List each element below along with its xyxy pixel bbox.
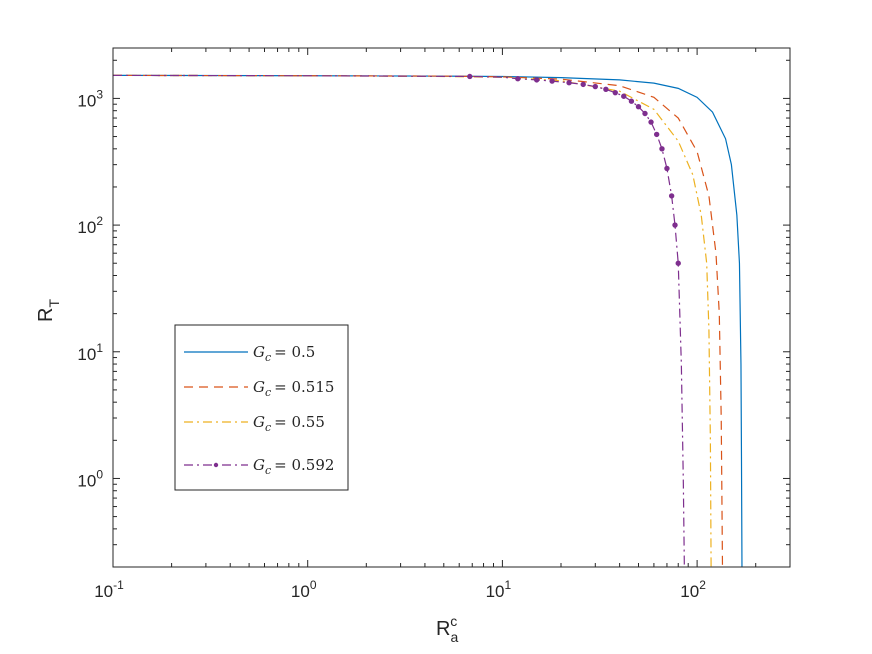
legend-label: Gc = 0.515 xyxy=(253,378,334,399)
y-tick-label: 103 xyxy=(77,87,103,110)
axis-ticks xyxy=(112,48,791,568)
series-point xyxy=(675,260,681,266)
series-point xyxy=(659,146,665,152)
series-point xyxy=(603,86,609,93)
x-tick-label: 100 xyxy=(291,578,317,601)
series-line xyxy=(113,74,712,567)
series-point xyxy=(612,89,618,96)
series-point xyxy=(592,83,598,90)
series-point xyxy=(566,80,572,86)
series-4 xyxy=(113,73,685,567)
legend-label: Gc = 0.55 xyxy=(253,413,325,434)
series-line xyxy=(113,74,685,567)
series-point xyxy=(642,110,648,117)
series-point xyxy=(664,165,670,172)
series-point xyxy=(635,104,642,110)
x-tick-label: 101 xyxy=(486,578,512,601)
x-axis-label: Rac xyxy=(436,613,458,645)
y-tick-label: 101 xyxy=(77,341,103,364)
legend-entry: Gc = 0.592 xyxy=(184,456,334,477)
series-point xyxy=(653,131,660,138)
series-point xyxy=(628,98,635,104)
series-point xyxy=(515,76,521,82)
legend-entry: Gc = 0.5 xyxy=(184,343,315,364)
series-point xyxy=(467,73,473,80)
series-point xyxy=(549,78,555,84)
plot-frame xyxy=(112,47,791,568)
legend-entry: Gc = 0.515 xyxy=(184,378,334,399)
legend-marker xyxy=(213,462,219,468)
legend: Gc = 0.5 Gc = 0.515 Gc = 0.55 Gc = 0.592 xyxy=(174,324,349,491)
legend-label: Gc = 0.592 xyxy=(253,456,334,477)
series-point xyxy=(621,93,627,99)
legend-label: Gc = 0.5 xyxy=(253,343,315,364)
x-tick-label: 102 xyxy=(680,578,706,601)
x-tick-label: 10-1 xyxy=(94,578,124,601)
y-tick-label: 102 xyxy=(77,214,103,237)
series-point xyxy=(648,119,654,125)
series-3 xyxy=(113,74,712,567)
tick-labels: 10-1 100 101 102 100 101 102 103 xyxy=(77,87,706,601)
series-point xyxy=(580,81,586,88)
y-tick-label: 100 xyxy=(77,467,103,490)
y-axis-label: RT xyxy=(35,299,62,322)
legend-entry: Gc = 0.55 xyxy=(184,413,325,434)
series-layer xyxy=(113,73,743,567)
series-point xyxy=(533,77,540,83)
series-point xyxy=(668,193,675,199)
series-point xyxy=(672,222,678,228)
